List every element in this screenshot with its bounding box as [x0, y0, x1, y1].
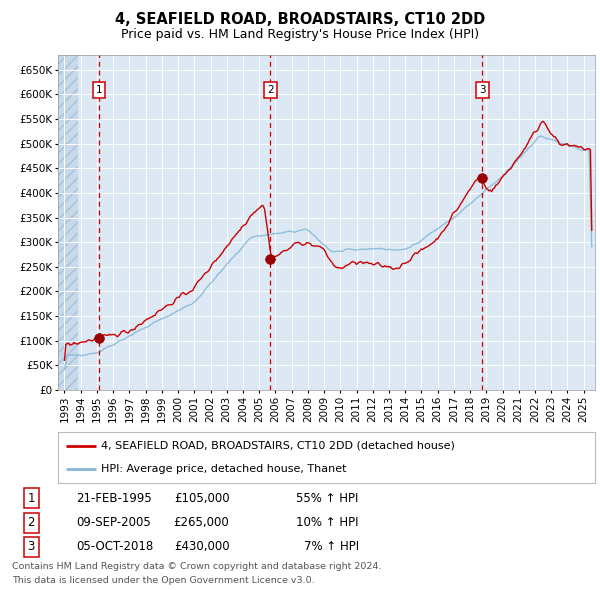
Text: 7% ↑ HPI: 7% ↑ HPI: [304, 540, 359, 553]
Text: 2: 2: [267, 85, 274, 95]
Text: 05-OCT-2018: 05-OCT-2018: [77, 540, 154, 553]
Text: 3: 3: [28, 540, 35, 553]
Text: 10% ↑ HPI: 10% ↑ HPI: [296, 516, 359, 529]
Text: 4, SEAFIELD ROAD, BROADSTAIRS, CT10 2DD (detached house): 4, SEAFIELD ROAD, BROADSTAIRS, CT10 2DD …: [101, 441, 455, 451]
Text: 1: 1: [28, 492, 35, 505]
Text: Price paid vs. HM Land Registry's House Price Index (HPI): Price paid vs. HM Land Registry's House …: [121, 28, 479, 41]
Text: 21-FEB-1995: 21-FEB-1995: [77, 492, 152, 505]
Text: 3: 3: [479, 85, 486, 95]
Text: Contains HM Land Registry data © Crown copyright and database right 2024.: Contains HM Land Registry data © Crown c…: [12, 562, 382, 571]
Text: 09-SEP-2005: 09-SEP-2005: [77, 516, 151, 529]
Text: £430,000: £430,000: [174, 540, 229, 553]
Text: £265,000: £265,000: [173, 516, 229, 529]
Text: HPI: Average price, detached house, Thanet: HPI: Average price, detached house, Than…: [101, 464, 346, 474]
Bar: [58, 55, 78, 390]
Text: 2: 2: [28, 516, 35, 529]
Text: 1: 1: [96, 85, 103, 95]
Text: 55% ↑ HPI: 55% ↑ HPI: [296, 492, 359, 505]
Text: This data is licensed under the Open Government Licence v3.0.: This data is licensed under the Open Gov…: [12, 576, 314, 585]
Text: £105,000: £105,000: [174, 492, 229, 505]
Text: 4, SEAFIELD ROAD, BROADSTAIRS, CT10 2DD: 4, SEAFIELD ROAD, BROADSTAIRS, CT10 2DD: [115, 12, 485, 27]
